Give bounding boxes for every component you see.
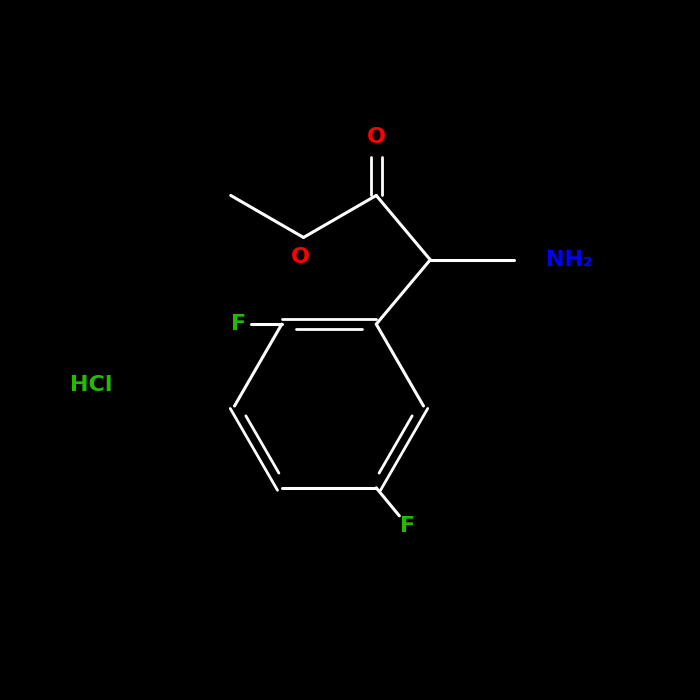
Text: HCl: HCl <box>70 375 112 395</box>
Text: O: O <box>290 247 309 267</box>
Text: F: F <box>400 517 415 536</box>
Text: F: F <box>231 314 246 334</box>
Text: O: O <box>367 127 386 148</box>
Text: NH₂: NH₂ <box>546 250 592 270</box>
